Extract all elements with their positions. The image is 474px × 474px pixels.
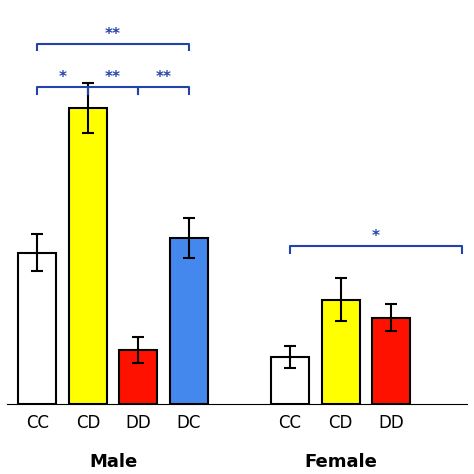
Text: *: * [372,229,380,244]
Bar [69,108,107,404]
Text: **: ** [105,70,121,85]
Bar [170,238,208,404]
Text: **: ** [155,70,172,85]
Text: Male: Male [89,453,137,471]
Text: Female: Female [304,453,377,471]
Bar [271,357,309,404]
Bar [322,300,360,404]
Text: *: * [59,70,66,85]
Text: **: ** [105,27,121,42]
Bar [372,318,410,404]
Bar [18,253,56,404]
Bar [119,350,157,404]
